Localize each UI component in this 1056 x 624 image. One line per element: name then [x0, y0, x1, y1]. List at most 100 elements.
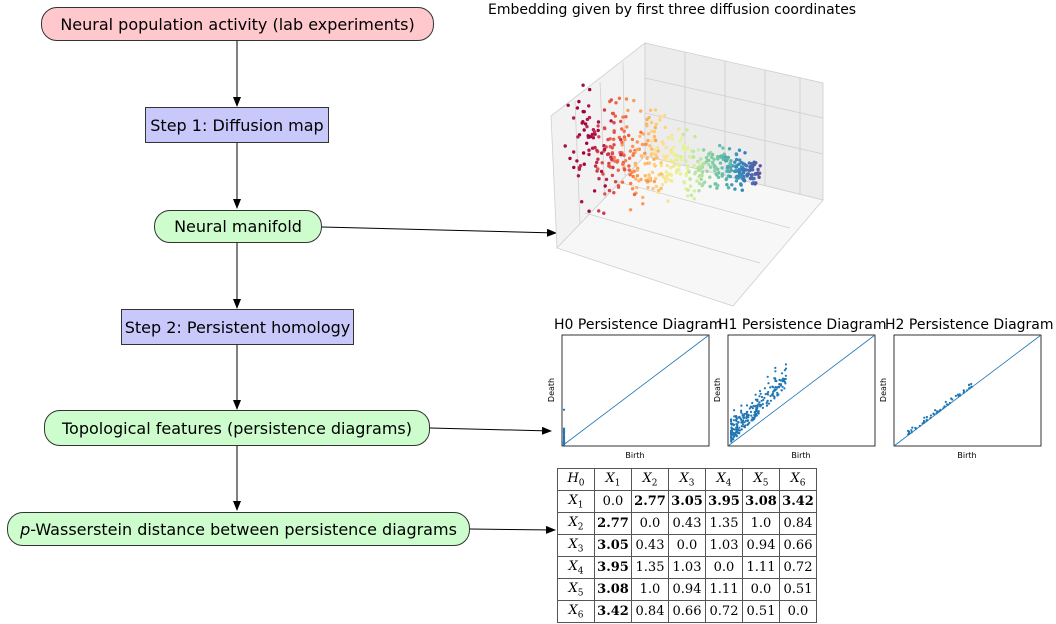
embedding-point	[740, 188, 744, 192]
h1-point	[745, 417, 748, 420]
embedding-point	[752, 162, 757, 167]
embedding-point	[612, 191, 616, 195]
h1-point	[745, 411, 748, 414]
table-cell: 0.94	[668, 578, 706, 601]
embedding-point	[688, 184, 693, 188]
embedding-point	[688, 177, 692, 181]
embedding-point	[664, 170, 668, 174]
embedding-point	[677, 168, 681, 172]
h2-point	[942, 407, 945, 410]
h1-point	[730, 437, 733, 440]
h1-point	[746, 419, 749, 423]
embedding-point	[635, 168, 640, 172]
embedding-point	[597, 177, 601, 181]
h1-point	[738, 416, 741, 419]
embedding-point	[734, 169, 738, 173]
embedding-point	[701, 182, 705, 186]
embedding-point	[587, 209, 591, 213]
h2-point	[934, 409, 937, 412]
embedding-point	[695, 179, 699, 183]
embedding-point	[727, 147, 732, 151]
h1-point	[730, 439, 733, 442]
embedding-point	[583, 122, 588, 126]
table-cell: 3.08	[594, 578, 632, 601]
table-cell: 1.35	[631, 556, 669, 579]
embedding-point	[610, 173, 615, 178]
embedding-point	[643, 162, 647, 166]
embedding-point	[734, 175, 738, 179]
h1-point	[738, 426, 741, 429]
h0-diagonal	[561, 334, 710, 447]
embedding-point	[737, 162, 741, 166]
h1-point	[742, 416, 745, 419]
h1-point	[749, 410, 753, 413]
embedding-point	[699, 157, 703, 161]
embedding-point	[647, 173, 651, 177]
h1-point	[784, 363, 787, 366]
h2-point	[956, 393, 960, 396]
embedding-point	[664, 145, 668, 150]
embedding-point	[620, 127, 624, 131]
embedding-point	[620, 180, 625, 184]
embedding-point	[641, 195, 645, 200]
embedding-point	[734, 157, 739, 162]
h1-point	[734, 418, 738, 422]
embedding-point	[697, 181, 702, 186]
embedding-3d-plot	[550, 42, 824, 307]
embedding-point	[650, 139, 654, 143]
embedding-point	[678, 139, 682, 143]
embedding-point	[733, 160, 737, 164]
embedding-point	[697, 161, 701, 165]
embedding-point	[686, 194, 690, 198]
wasserstein-p-symbol: p	[20, 519, 31, 539]
embedding-point	[737, 148, 742, 152]
h1-point	[740, 404, 743, 407]
embedding-point	[684, 159, 688, 163]
embedding-point	[680, 136, 684, 140]
h1-diagram-title: H1 Persistence Diagram	[718, 317, 887, 333]
h2-point	[922, 419, 925, 422]
embedding-point	[697, 175, 701, 179]
h2-point	[929, 414, 933, 417]
embedding-point	[723, 155, 728, 159]
h2-point	[966, 389, 969, 392]
h1-point	[783, 369, 786, 372]
embedding-point	[616, 168, 620, 172]
embedding-point	[582, 128, 586, 132]
embedding-point	[728, 165, 733, 170]
embedding-point	[696, 168, 701, 172]
h1-point	[784, 382, 787, 385]
embedding-point	[754, 171, 758, 176]
embedding-point	[600, 151, 604, 155]
h1-point	[730, 422, 733, 425]
table-cell: 0.0	[742, 578, 780, 601]
h1-point	[756, 399, 759, 403]
embedding-point	[715, 172, 719, 176]
embedding-point	[576, 174, 581, 178]
embedding-point	[591, 136, 596, 140]
embedding-point	[639, 130, 643, 134]
embedding-point	[577, 167, 582, 171]
h0-point	[562, 432, 566, 435]
table-row: X5 3.08 1.0 0.94 1.11 0.0 0.51	[557, 578, 817, 601]
table-row-header: X3	[557, 534, 595, 557]
table-cell: 0.66	[668, 600, 706, 623]
embedding-point	[654, 153, 658, 157]
h0-xlabel: Birth	[625, 451, 644, 460]
embedding-point	[747, 168, 751, 173]
embedding-point	[587, 152, 591, 157]
embedding-point	[578, 164, 583, 168]
embedding-point	[652, 134, 657, 139]
embedding-point	[719, 154, 723, 158]
table-cell: 0.43	[631, 534, 669, 557]
h1-point	[773, 397, 776, 400]
embedding-point	[616, 185, 621, 189]
embedding-floor-pane	[556, 155, 824, 307]
embedding-point	[597, 135, 601, 139]
table-row: X6 3.42 0.84 0.66 0.72 0.51 0.0	[557, 600, 817, 623]
embedding-point	[634, 177, 638, 181]
embedding-point	[577, 99, 581, 104]
embedding-point	[705, 169, 709, 173]
embedding-point	[597, 209, 601, 213]
embedding-point	[621, 115, 625, 119]
